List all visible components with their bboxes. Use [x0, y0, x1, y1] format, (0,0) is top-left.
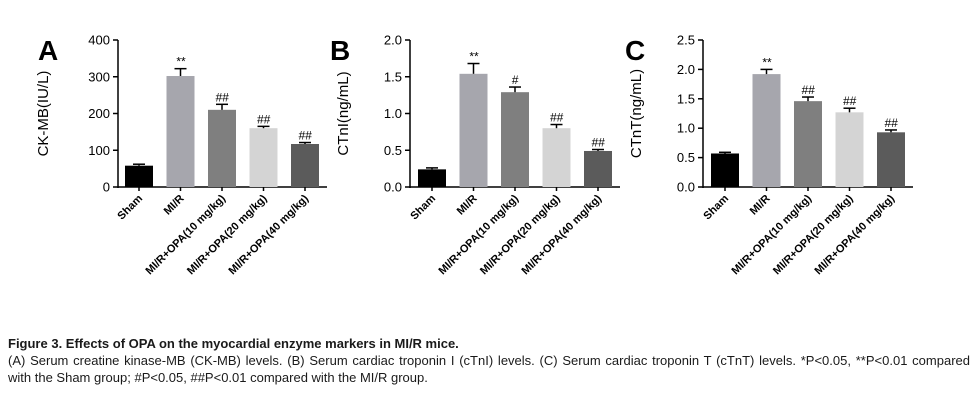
panel-a-significance-label: **: [176, 55, 186, 69]
panel-c-bar: [794, 101, 822, 187]
panel-b-x-tick-label: Sham: [408, 192, 438, 222]
panel-b-significance-label: **: [469, 50, 479, 64]
panel-b-significance-label: ##: [591, 136, 605, 150]
panel-c-x-tick-label: MI/R+OPA(20 mg/kg): [771, 192, 856, 277]
panel-c-x-tick-label: MI/R+OPA(10 mg/kg): [729, 192, 814, 277]
panel-a-bar: [249, 128, 278, 187]
panel-a-significance-label: ##: [257, 112, 271, 126]
panel-b-significance-label: #: [512, 73, 519, 87]
panel-c-letter: C: [625, 35, 645, 66]
panel-a-x-tick-label: MI/R+OPA(40 mg/kg): [226, 192, 311, 277]
panel-c-bar: [752, 74, 781, 187]
panel-c-bar: [711, 153, 739, 187]
caption-title: Figure 3. Effects of OPA on the myocardi…: [8, 336, 459, 351]
panel-b-y-tick-label: 1.0: [384, 106, 402, 121]
panel-b-significance-label: ##: [550, 111, 564, 125]
panel-b-x-tick-label: MI/R+OPA(40 mg/kg): [519, 192, 604, 277]
panel-a-y-axis-label: CK-MB(IU/L): [35, 71, 52, 157]
panel-b-bar: [584, 150, 612, 187]
panel-c-y-tick-label: 0.0: [677, 180, 695, 195]
panel-b-letter: B: [330, 35, 350, 66]
panel-a-bar: [166, 76, 195, 187]
figure-charts: A CK-MB(IU/L) 0 100 200 300 400 Sham ** MI/R ## MI/…: [35, 33, 913, 277]
panel-a-letter: A: [38, 35, 58, 66]
panel-b-bar: [418, 169, 446, 187]
panel-b-y-tick-label: 1.5: [384, 69, 402, 84]
panel-a-significance-label: ##: [298, 129, 312, 143]
panel-a-bar: [125, 165, 153, 187]
panel-b-y-axis-label: CTnI(ng/mL): [335, 71, 352, 155]
panel-b-bar: [542, 128, 571, 187]
panel-b-x-tick-label: MI/R+OPA(10 mg/kg): [436, 192, 521, 277]
panel-b-y-tick-label: 0.0: [384, 180, 402, 195]
panel-c-x-tick-label: Sham: [701, 192, 731, 222]
panel-b-y-tick-label: 2.0: [384, 33, 402, 48]
panel-a-y-tick-label: 200: [88, 106, 110, 121]
panel-c-y-tick-label: 0.5: [677, 150, 695, 165]
panel-c-y-tick-label: 1.0: [677, 121, 695, 136]
panel-c-y-tick-label: 2.5: [677, 33, 695, 48]
panel-b-bar: [459, 73, 488, 187]
panel-a-y-tick-label: 300: [88, 69, 110, 84]
panel-a-y-tick-label: 0: [103, 180, 110, 195]
panel-a-x-tick-label: MI/R+OPA(10 mg/kg): [143, 192, 228, 277]
panel-a-x-tick-label: Sham: [115, 192, 145, 222]
figure-caption: Figure 3. Effects of OPA on the myocardi…: [8, 335, 970, 386]
panel-c-y-axis-label: CTnT(ng/mL): [628, 69, 645, 158]
panel-c-y-tick-label: 2.0: [677, 62, 695, 77]
panel-c-bar: [835, 112, 864, 187]
panel-a-bar: [291, 144, 319, 187]
panel-c-x-tick-label: MI/R+OPA(40 mg/kg): [812, 192, 897, 277]
panel-c-x-tick-label: MI/R: [748, 193, 773, 218]
panel-c-bar: [877, 132, 905, 187]
panel-c-significance-label: ##: [884, 116, 898, 130]
panel-c-y-tick-label: 1.5: [677, 91, 695, 106]
panel-a-bar: [208, 109, 236, 187]
panel-a-y-tick-label: 400: [88, 33, 110, 48]
panel-a-significance-label: ##: [215, 90, 229, 104]
panel-a-y-tick-label: 100: [88, 143, 110, 158]
panel-b-x-tick-label: MI/R+OPA(20 mg/kg): [478, 192, 563, 277]
caption-description: (A) Serum creatine kinase-MB (CK-MB) lev…: [8, 353, 970, 385]
panel-b-bar: [501, 92, 529, 187]
panel-c-significance-label: ##: [801, 83, 815, 97]
panel-c-significance-label: ##: [843, 94, 857, 108]
panel-a-x-tick-label: MI/R: [162, 193, 187, 218]
panel-b-y-tick-label: 0.5: [384, 143, 402, 158]
panel-c-significance-label: **: [762, 55, 772, 69]
panel-a-x-tick-label: MI/R+OPA(20 mg/kg): [185, 192, 270, 277]
panel-b-x-tick-label: MI/R: [455, 193, 480, 218]
